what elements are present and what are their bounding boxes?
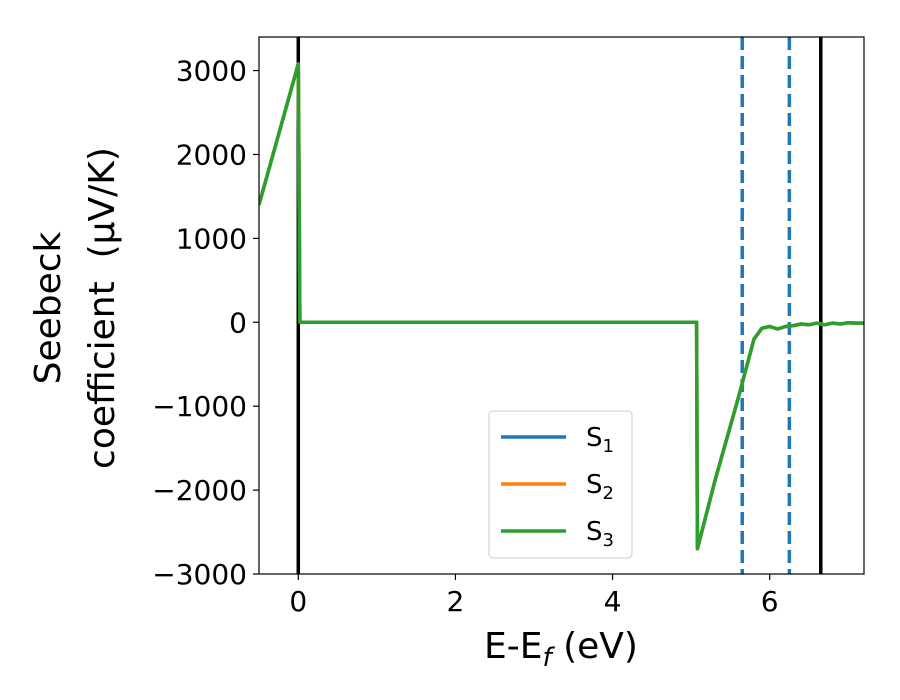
y-tick-label: −3000 — [152, 558, 247, 591]
plot-frame — [258, 36, 865, 575]
x-tick-label: 2 — [447, 585, 465, 618]
series-lines — [259, 62, 864, 551]
y-axis-title: Seebeck coefficient (μV/K) — [28, 147, 123, 469]
x-tick-label: 6 — [761, 585, 779, 618]
x-axis-ticks: 0 2 4 6 — [289, 574, 779, 618]
y-tick-label: −1000 — [152, 390, 247, 423]
series-line-s3 — [259, 62, 864, 551]
y-tick-label: 1000 — [176, 222, 247, 255]
y-tick-label: 3000 — [176, 55, 247, 88]
y-tick-label: −2000 — [152, 474, 247, 507]
y-axis-title-line1: Seebeck — [28, 231, 69, 384]
y-axis-ticks: 3000 2000 1000 0 −1000 −2000 −3000 — [152, 55, 259, 591]
legend-label-s1: S1 — [586, 423, 614, 457]
y-axis-title-line2: coefficient (μV/K) — [82, 147, 123, 469]
x-tick-label: 4 — [604, 585, 622, 618]
x-axis-title: E-Ef (eV) — [484, 626, 638, 673]
x-tick-label: 0 — [289, 585, 307, 618]
y-tick-label: 0 — [229, 306, 247, 339]
y-tick-label: 2000 — [176, 138, 247, 171]
legend: S1 S2 S3 — [488, 410, 633, 559]
legend-label-s2: S2 — [586, 470, 614, 504]
legend-label-s3: S3 — [586, 517, 614, 551]
